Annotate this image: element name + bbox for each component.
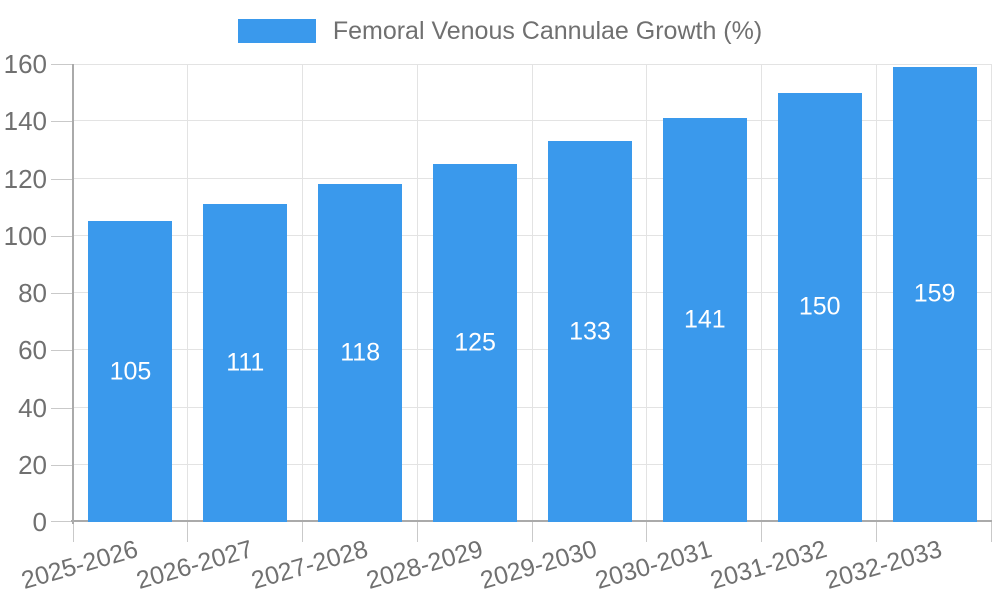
x-tick	[73, 522, 74, 542]
x-tick	[991, 522, 992, 542]
y-tick-label: 20	[18, 449, 47, 480]
bar[interactable]	[433, 164, 518, 522]
y-tick-label: 100	[3, 220, 47, 251]
y-axis-line	[72, 64, 74, 524]
x-tick	[531, 522, 533, 542]
bar[interactable]	[662, 118, 747, 522]
x-tick	[416, 522, 418, 542]
x-tick-label: 2032-2033	[822, 535, 946, 595]
x-tick	[301, 522, 303, 542]
y-tick	[51, 235, 73, 237]
x-gridline	[531, 64, 533, 522]
y-gridline	[73, 292, 992, 293]
bar[interactable]	[547, 141, 632, 522]
y-gridline	[73, 64, 992, 65]
y-gridline	[73, 463, 992, 465]
bar-value-label: 159	[913, 279, 956, 308]
bar-value-label: 141	[683, 305, 726, 334]
y-tick	[51, 521, 73, 522]
y-gridline	[73, 177, 992, 179]
x-gridline	[301, 64, 303, 522]
y-gridline	[73, 349, 992, 351]
x-tick-label: 2030-2031	[592, 535, 716, 595]
x-tick-label: 2031-2032	[707, 535, 831, 595]
x-tick-label: 2026-2027	[133, 535, 256, 595]
y-gridline	[73, 406, 992, 408]
x-gridline	[761, 64, 763, 522]
y-tick-label: 0	[32, 507, 47, 537]
x-tick-label: 2028-2029	[362, 535, 486, 595]
y-tick	[51, 350, 73, 352]
legend-label: Femoral Venous Cannulae Growth (%)	[332, 17, 763, 45]
x-gridline	[416, 64, 418, 522]
x-tick-label: 2027-2028	[247, 535, 371, 595]
y-tick	[51, 64, 73, 65]
bar[interactable]	[892, 66, 977, 522]
legend[interactable]: Femoral Venous Cannulae Growth (%)	[0, 17, 1000, 46]
bar[interactable]	[777, 92, 862, 522]
bar[interactable]	[88, 221, 173, 522]
y-tick	[51, 407, 73, 409]
bar-value-label: 125	[454, 328, 496, 357]
legend-swatch	[237, 19, 316, 44]
y-gridline	[73, 120, 992, 122]
x-gridline	[991, 64, 992, 522]
y-tick	[51, 293, 73, 294]
y-gridline	[73, 234, 992, 236]
x-tick-label: 2025-2026	[18, 535, 141, 595]
x-tick	[646, 522, 648, 542]
x-axis-line	[71, 520, 992, 522]
plot-area: 0 20 40 60 80 100 120 140 160 105 2025-2026 111 2026…	[4, 51, 992, 595]
y-tick-label: 60	[18, 335, 47, 366]
x-tick	[186, 522, 188, 542]
y-tick-label: 80	[18, 278, 47, 308]
x-tick	[876, 522, 878, 542]
y-tick	[51, 121, 73, 123]
x-gridline	[646, 64, 648, 522]
y-tick-label: 160	[3, 49, 47, 79]
y-tick	[51, 178, 73, 180]
x-tick-label: 2029-2030	[477, 535, 601, 595]
x-gridline	[186, 64, 188, 522]
bar-value-label: 150	[798, 292, 841, 321]
bar[interactable]	[203, 204, 288, 522]
y-tick-label: 140	[3, 106, 47, 137]
bar-value-label: 105	[109, 357, 152, 386]
x-tick	[761, 522, 763, 542]
y-tick-label: 120	[3, 163, 47, 194]
bar-value-label: 133	[569, 317, 611, 346]
y-tick-label: 40	[18, 392, 47, 423]
x-gridline	[876, 64, 878, 522]
bar[interactable]	[318, 184, 403, 522]
bar-value-label: 118	[340, 338, 381, 367]
bar-value-label: 111	[226, 348, 265, 377]
y-tick	[51, 464, 73, 466]
